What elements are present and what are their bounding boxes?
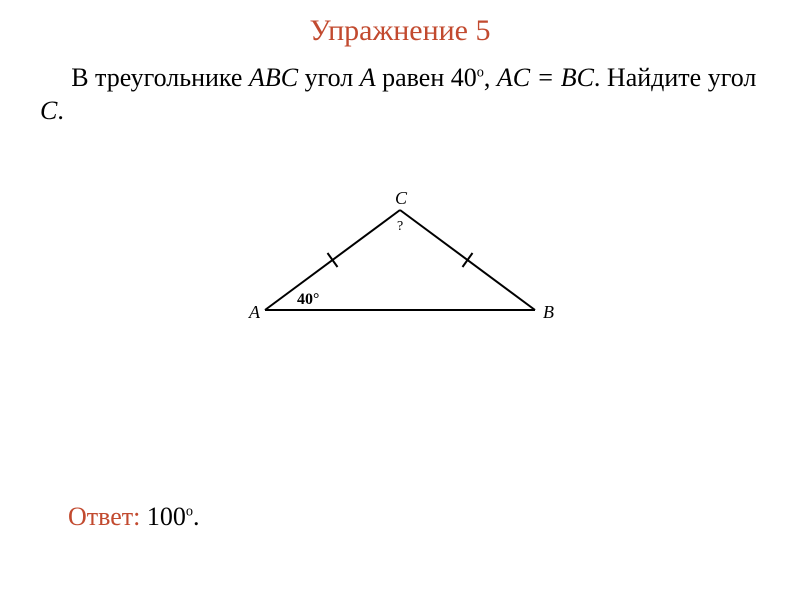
text-2: угол: [298, 63, 360, 92]
answer-degree: о: [186, 503, 193, 519]
angle-a: A: [360, 63, 376, 92]
text-3: равен 40: [376, 63, 477, 92]
answer-label: Ответ:: [68, 502, 147, 531]
triangle-figure: A B C 40° ?: [235, 190, 565, 340]
figure-container: A B C 40° ?: [0, 190, 800, 340]
problem-statement: В треугольнике ABC угол A равен 40о, AC …: [40, 62, 760, 127]
text-4: ,: [484, 63, 497, 92]
text-6: .: [57, 96, 64, 125]
side-bc: BC: [561, 63, 594, 92]
question-mark: ?: [397, 219, 403, 234]
exercise-title: Упражнение 5: [0, 14, 800, 48]
equals: =: [530, 63, 561, 92]
triangle-name: ABC: [249, 63, 298, 92]
answer-value: 100: [147, 502, 186, 531]
answer-line: Ответ: 100о.: [68, 502, 200, 532]
text-1: В треугольнике: [71, 63, 249, 92]
label-b: B: [543, 302, 554, 322]
label-a: A: [248, 302, 261, 322]
answer-period: .: [193, 502, 200, 531]
angle-c: C: [40, 96, 57, 125]
degree-1: о: [477, 64, 484, 80]
side-ac: AC: [497, 63, 530, 92]
slide: Упражнение 5 В треугольнике ABC угол A р…: [0, 0, 800, 600]
tick-ac: [328, 253, 338, 267]
text-5: . Найдите угол: [594, 63, 756, 92]
tick-bc: [463, 253, 473, 267]
angle-40-label: 40°: [297, 291, 319, 308]
label-c: C: [395, 190, 408, 208]
